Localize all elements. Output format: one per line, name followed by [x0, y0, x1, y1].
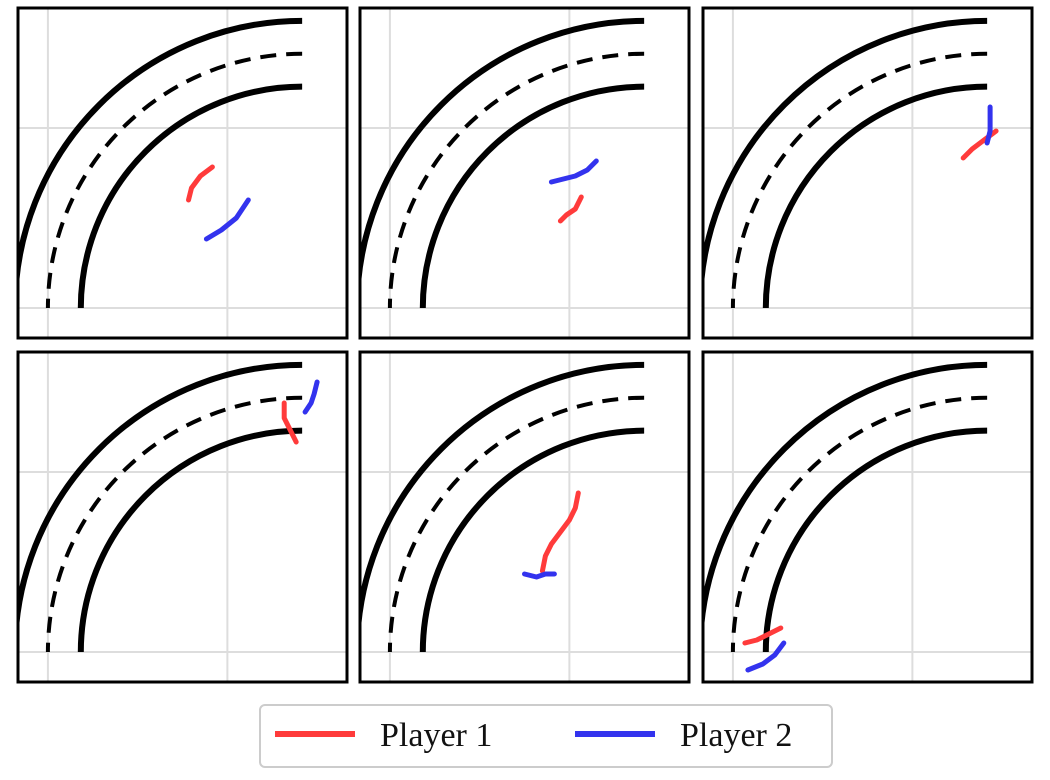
trajectory-player-1: [539, 490, 581, 574]
track-inner-boundary: [77, 427, 303, 653]
panel-frame: [16, 350, 349, 684]
track-lane-divider: [730, 395, 988, 653]
legend-frame: [259, 704, 833, 768]
legend-label-player-1: Player 1: [380, 717, 492, 754]
panel-1: [16, 6, 349, 340]
trajectory-player-1: [742, 625, 784, 646]
panel-frame: [701, 350, 1034, 684]
panel-plot-area: [360, 8, 689, 338]
track-inner-boundary: [419, 427, 645, 653]
legend: Player 1 Player 2: [259, 704, 833, 768]
panel-4: [16, 350, 349, 684]
panel-frame: [701, 6, 1034, 340]
panel-plot-area: [18, 352, 347, 682]
track-inner-boundary: [77, 83, 303, 309]
track-inner-boundary: [762, 427, 988, 653]
track-lane-divider: [45, 51, 303, 309]
trajectory-player-1: [281, 400, 299, 445]
panel-plot-area: [360, 352, 689, 682]
panels-container: [16, 6, 1034, 684]
trajectory-player-1: [186, 164, 215, 203]
trajectory-player-2: [522, 571, 557, 580]
track-outer-boundary: [703, 17, 988, 309]
trajectory-player-2: [203, 197, 251, 242]
trajectory-player-2: [745, 640, 787, 673]
panel-5: [358, 350, 691, 684]
track-inner-boundary: [419, 83, 645, 309]
trajectory-player-2: [302, 379, 320, 415]
panel-frame: [358, 6, 691, 340]
track-outer-boundary: [703, 361, 988, 653]
trajectory-player-1: [557, 194, 584, 224]
panel-3: [701, 6, 1034, 340]
panel-frame: [358, 350, 691, 684]
track-outer-boundary: [18, 361, 303, 653]
track-lane-divider: [387, 395, 645, 653]
track-lane-divider: [45, 395, 303, 653]
legend-label-player-2: Player 2: [680, 717, 792, 754]
trajectory-player-2: [548, 158, 599, 185]
panel-plot-area: [703, 352, 1032, 682]
panel-frame: [16, 6, 349, 340]
panel-2: [358, 6, 691, 340]
panel-plot-area: [18, 8, 347, 338]
track-outer-boundary: [360, 361, 645, 653]
track-inner-boundary: [762, 83, 988, 309]
track-outer-boundary: [18, 17, 303, 309]
track-outer-boundary: [360, 17, 645, 309]
track-lane-divider: [387, 51, 645, 309]
panel-6: [701, 350, 1034, 684]
trajectory-player-2: [984, 104, 993, 146]
panel-plot-area: [703, 8, 1032, 338]
track-lane-divider: [730, 51, 988, 309]
